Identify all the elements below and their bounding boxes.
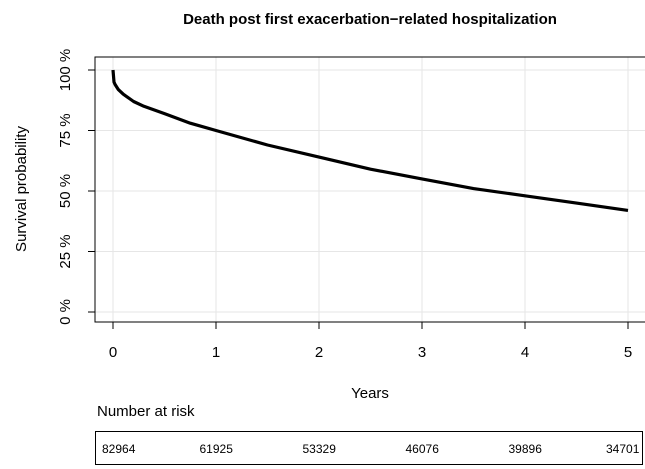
risk-table: 82964 61925 53329 46076 39896 34701 <box>95 431 643 465</box>
y-tick-label: 50 % <box>57 174 74 208</box>
grid-lines <box>95 57 645 322</box>
risk-table-title: Number at risk <box>97 403 195 420</box>
y-tick-label: 25 % <box>57 234 74 268</box>
y-tick-label: 0 % <box>57 299 74 325</box>
y-axis-label: Survival probability <box>13 126 30 252</box>
y-tick-label: 75 % <box>57 113 74 147</box>
y-axis: 0 % 25 % 50 % 75 % 100 % <box>57 49 95 325</box>
risk-value: 34701 <box>606 442 640 456</box>
y-tick-label: 100 % <box>57 49 74 92</box>
x-tick-label: 4 <box>521 344 529 361</box>
chart-title: Death post first exacerbation−related ho… <box>183 11 557 28</box>
risk-value: 61925 <box>199 442 233 456</box>
risk-value: 82964 <box>102 442 136 456</box>
x-tick-label: 1 <box>212 344 220 361</box>
x-tick-label: 2 <box>315 344 323 361</box>
risk-value: 46076 <box>405 442 439 456</box>
x-tick-label: 3 <box>418 344 426 361</box>
plot-frame <box>94 56 645 323</box>
x-axis-label: Years <box>351 385 389 400</box>
x-axis: 0 1 2 3 4 5 <box>109 322 632 361</box>
survival-curve <box>111 69 629 212</box>
risk-value: 39896 <box>508 442 542 456</box>
risk-value: 53329 <box>302 442 336 456</box>
x-tick-label: 5 <box>624 344 632 361</box>
x-tick-label: 0 <box>109 344 117 361</box>
survival-chart: Death post first exacerbation−related ho… <box>13 11 645 400</box>
